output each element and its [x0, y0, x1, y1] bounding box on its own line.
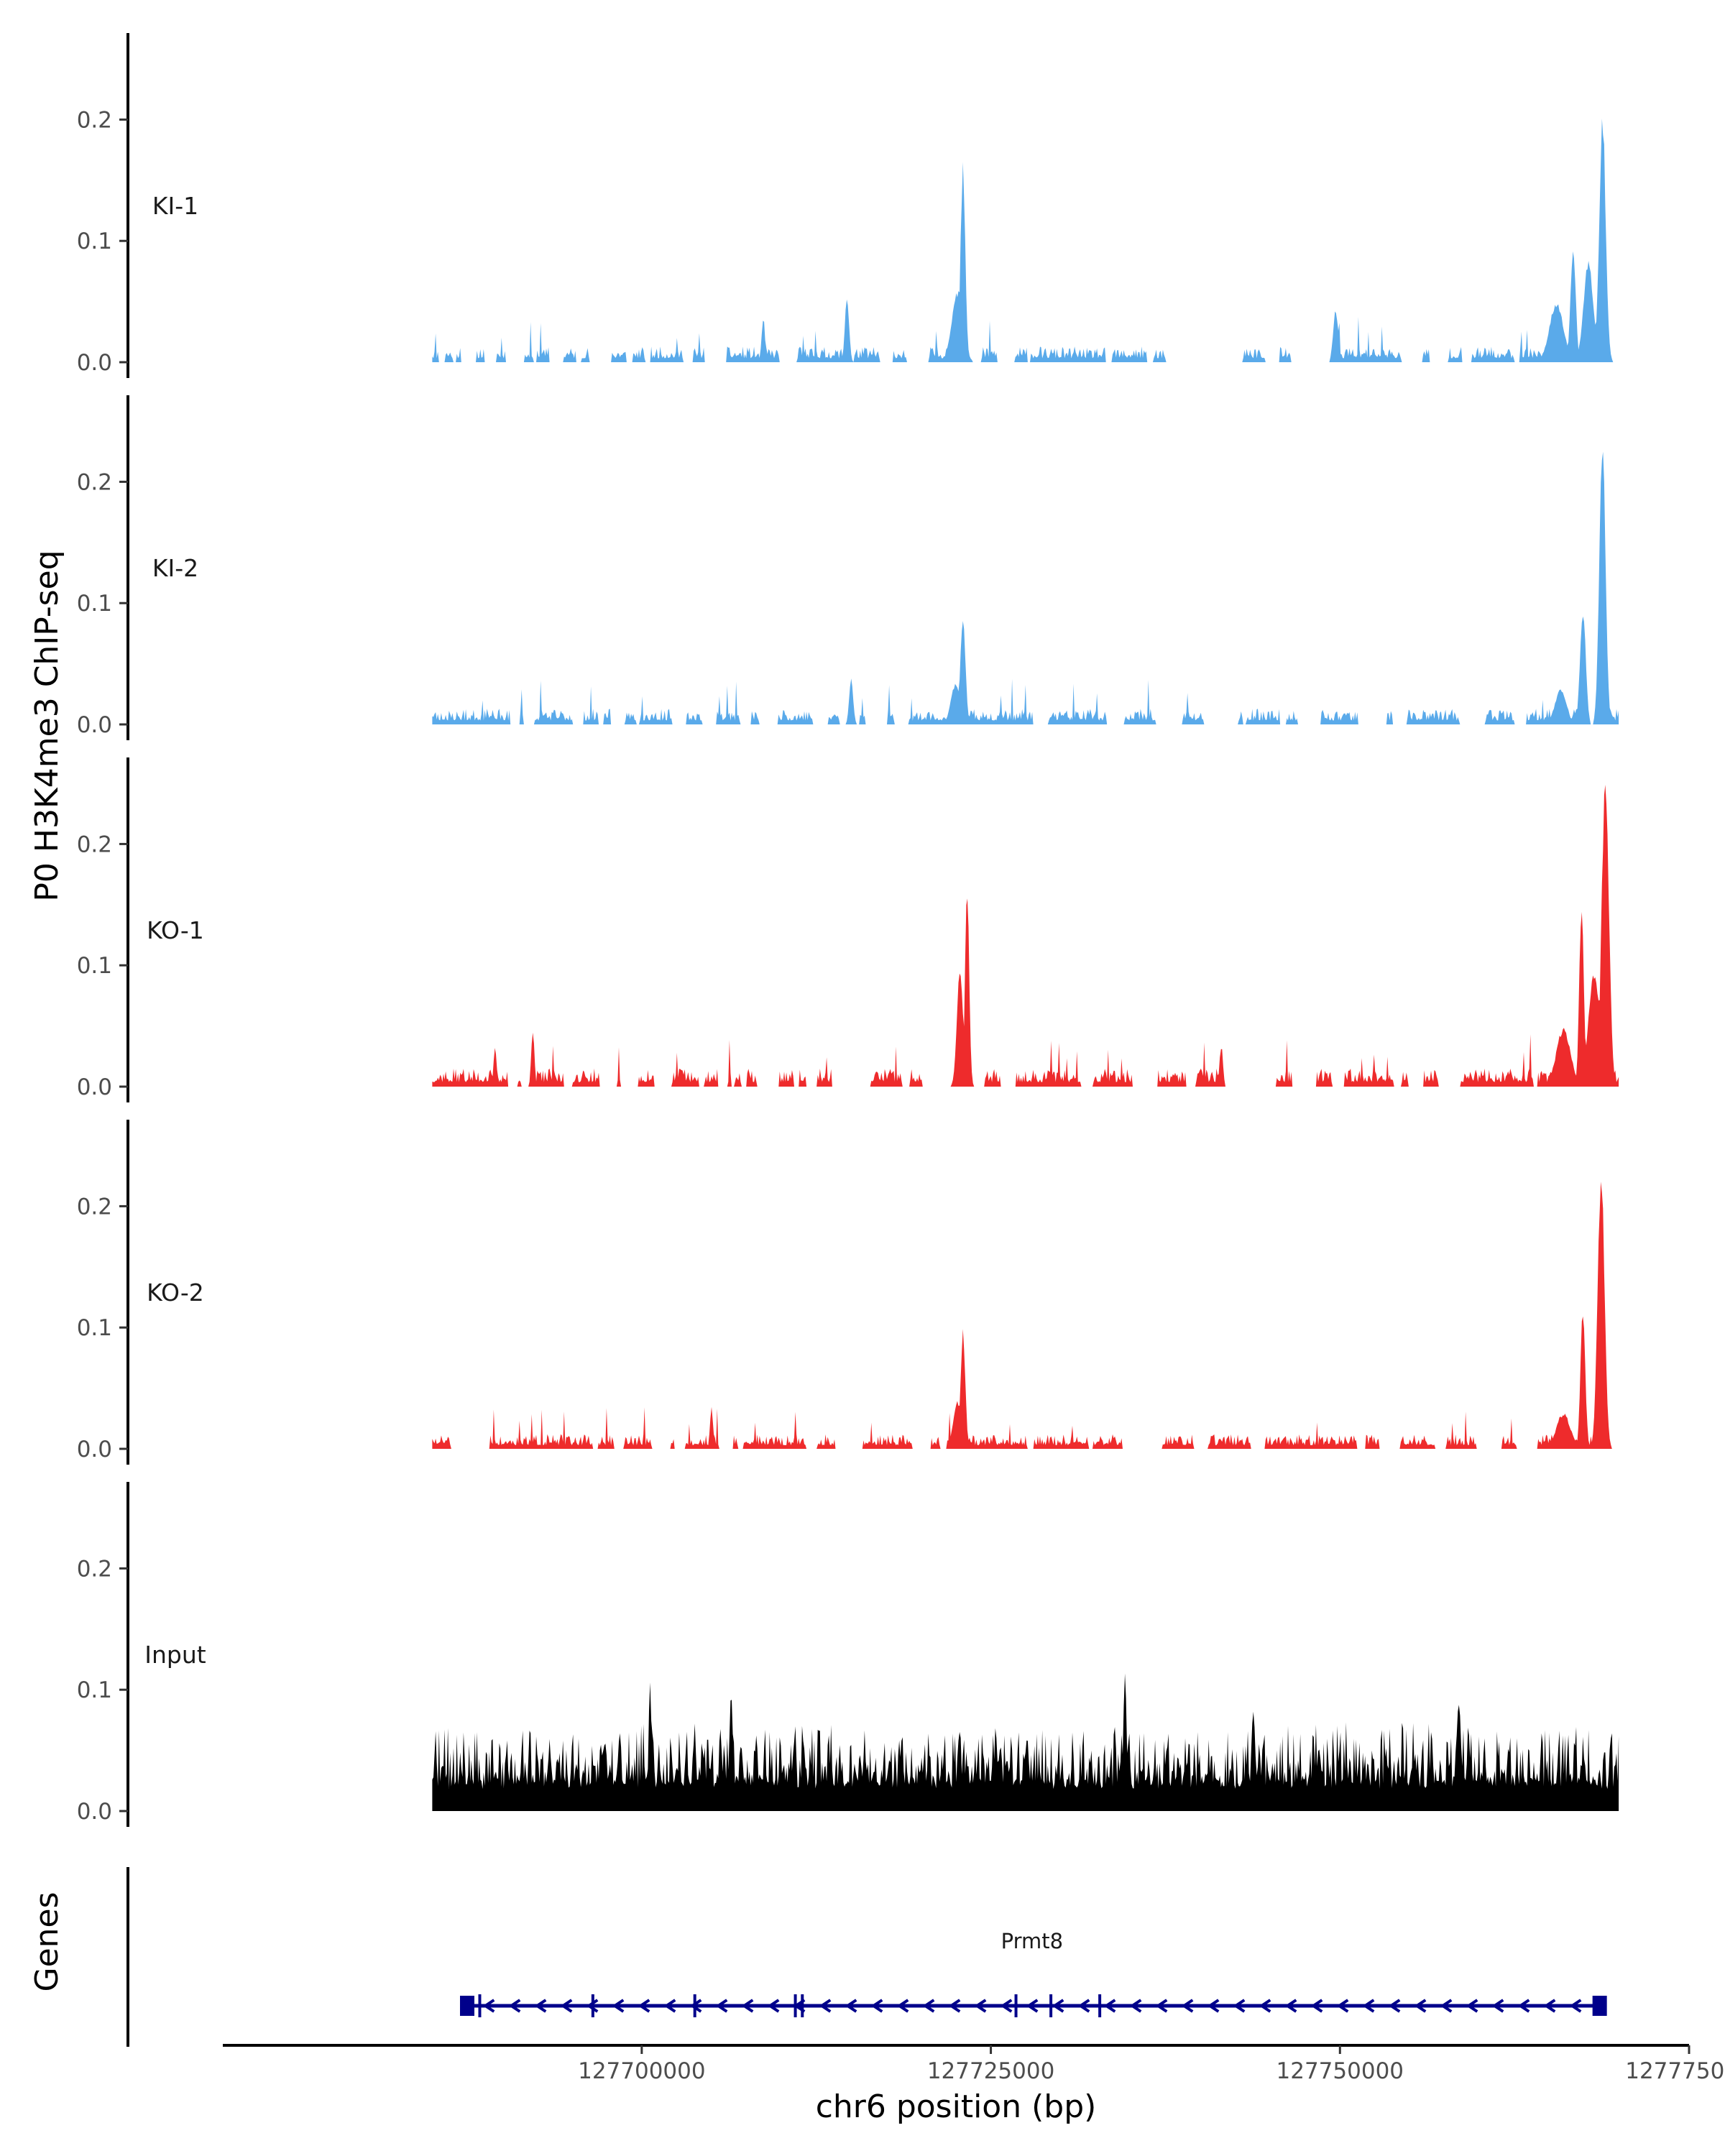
y-tick-label: 0.2 [77, 469, 112, 495]
strand-chevron [1052, 1999, 1064, 2013]
strand-chevron [741, 1999, 754, 2013]
strand-chevron [1543, 1999, 1556, 2013]
strand-chevron [1336, 1999, 1349, 2013]
strand-chevron [1569, 1999, 1582, 2013]
track-label: Input [144, 1641, 206, 1669]
strand-chevron [1284, 1999, 1297, 2013]
strand-chevron [508, 1999, 521, 2013]
genes-panel: Genes Prmt8 [29, 1867, 1607, 2047]
strand-chevron [1440, 1999, 1453, 2013]
y-tick-label: 0.2 [77, 1194, 112, 1220]
strand-chevron [482, 1999, 495, 2013]
gene-name-label: Prmt8 [1001, 1929, 1063, 1953]
track-ko-2: 0.0 0.1 0.2 KO-2 [77, 1120, 1619, 1465]
strand-chevron [845, 1999, 857, 2013]
strand-chevron [638, 1999, 650, 2013]
track-ki-1: 0.0 0.1 0.2 KI-1 [77, 33, 1619, 378]
strand-chevron [1155, 1999, 1168, 2013]
y-axis-title: P0 H3K4me3 ChIP-seq [29, 550, 65, 901]
strand-chevron [767, 1999, 780, 2013]
strand-chevron [586, 1999, 599, 2013]
strand-chevron [1129, 1999, 1142, 2013]
strand-chevron [612, 1999, 625, 2013]
strand-chevron [560, 1999, 573, 2013]
strand-chevron [1026, 1999, 1039, 2013]
tracks: 0.00.10.2KI-10.00.10.2KI-20.00.10.2KO-10… [77, 33, 1619, 1827]
y-tick-label: 0.0 [77, 1437, 112, 1462]
track-label: KO-1 [147, 916, 204, 944]
strand-chevron [948, 1999, 961, 2013]
strand-chevron [1207, 1999, 1220, 2013]
strand-chevron [1103, 1999, 1116, 2013]
strand-chevron [1259, 1999, 1271, 2013]
strand-chevron [922, 1999, 935, 2013]
exon-block [460, 1996, 474, 2016]
strand-chevron [819, 1999, 832, 2013]
track-label: KO-2 [147, 1279, 204, 1307]
y-tick-label: 0.1 [77, 591, 112, 617]
strand-chevron [1388, 1999, 1401, 2013]
y-tick-label: 0.1 [77, 953, 112, 979]
strand-chevron [1466, 1999, 1478, 2013]
y-tick-label: 0.0 [77, 350, 112, 376]
strand-chevron [689, 1999, 702, 2013]
strand-chevron [1181, 1999, 1194, 2013]
x-tick-label: 127725000 [927, 2058, 1055, 2084]
x-tick-label: 127775000 [1625, 2058, 1725, 2084]
track-ki-2: 0.0 0.1 0.2 KI-2 [77, 395, 1619, 740]
y-tick-label: 0.1 [77, 229, 112, 254]
y-tick-label: 0.1 [77, 1315, 112, 1341]
signal-area [432, 1673, 1619, 1811]
strand-chevron [1491, 1999, 1504, 2013]
strand-chevron [870, 1999, 883, 2013]
y-tick-label: 0.2 [77, 831, 112, 857]
track-label: KI-2 [152, 554, 198, 582]
y-tick-label: 0.0 [77, 1799, 112, 1825]
y-tick-label: 0.1 [77, 1677, 112, 1703]
strand-chevron [534, 1999, 547, 2013]
track-input: 0.0 0.1 0.2 Input [77, 1482, 1619, 1827]
track-label: KI-1 [152, 192, 198, 220]
x-tick-label: 127750000 [1276, 2058, 1404, 2084]
y-tick-label: 0.2 [77, 107, 112, 133]
exon-block [1592, 1996, 1607, 2016]
strand-chevron [1517, 1999, 1530, 2013]
strand-chevron [896, 1999, 909, 2013]
track-ko-1: 0.0 0.1 0.2 KO-1 [77, 757, 1619, 1102]
strand-chevron [1000, 1999, 1013, 2013]
x-axis: 127700000 127725000 127750000 127775000 [223, 2044, 1725, 2084]
strand-chevron [663, 1999, 676, 2013]
strand-chevron [1077, 1999, 1090, 2013]
y-tick-label: 0.0 [77, 712, 112, 738]
strand-chevron [1414, 1999, 1427, 2013]
strand-chevron [974, 1999, 987, 2013]
strand-chevron [1362, 1999, 1375, 2013]
strand-chevron [715, 1999, 728, 2013]
y-tick-label: 0.0 [77, 1074, 112, 1100]
x-tick-label: 127700000 [578, 2058, 706, 2084]
genes-track-label: Genes [29, 1892, 65, 1991]
x-axis-title: chr6 position (bp) [816, 2088, 1097, 2125]
strand-chevron [1310, 1999, 1323, 2013]
strand-chevron [1233, 1999, 1246, 2013]
y-tick-label: 0.2 [77, 1556, 112, 1582]
